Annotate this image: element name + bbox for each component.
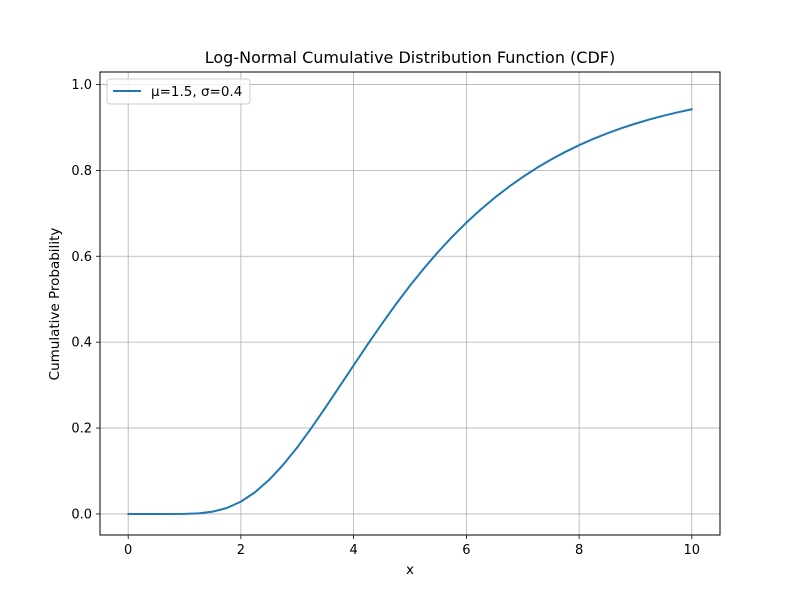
- series-line: [127, 108, 693, 515]
- x-tick-label: 4: [349, 543, 357, 558]
- x-tick-label: 10: [684, 543, 701, 558]
- x-tick-label: 6: [462, 543, 470, 558]
- y-axis-label: Cumulative Probability: [47, 228, 63, 381]
- y-tick-label: 0.2: [71, 422, 92, 437]
- y-tick-label: 0.8: [71, 164, 92, 179]
- grid-layer: [100, 72, 720, 535]
- y-tick-label: 0.6: [71, 250, 92, 265]
- axes-frame: [99, 71, 721, 536]
- legend-label: μ=1.5, σ=0.4: [151, 84, 242, 100]
- legend-box: [106, 78, 251, 105]
- y-tick-label: 0.4: [71, 336, 92, 351]
- y-tick-label: 0.0: [71, 507, 92, 522]
- x-tick-label: 8: [575, 543, 583, 558]
- chart-title: Log-Normal Cumulative Distribution Funct…: [205, 48, 615, 67]
- x-axis-label: x: [406, 562, 414, 578]
- x-tick-label: 0: [124, 543, 132, 558]
- series-layer: [127, 108, 693, 515]
- y-tick-label: 1.0: [71, 78, 92, 93]
- tick-layer: 0 2 4 6 8 10 0.0 0.2 0.4 0.6 0.8 1.0: [71, 78, 700, 558]
- x-tick-label: 2: [237, 543, 245, 558]
- legend: μ=1.5, σ=0.4: [106, 78, 251, 105]
